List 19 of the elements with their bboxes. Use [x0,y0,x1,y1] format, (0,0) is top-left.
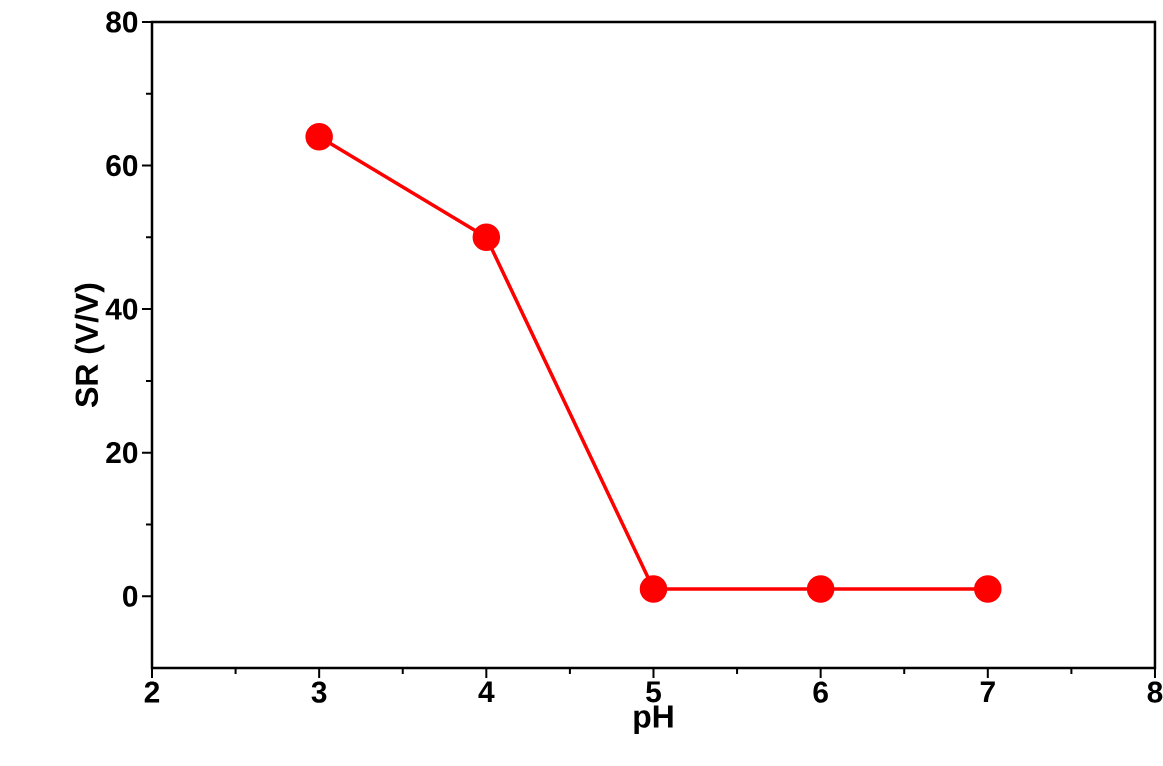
point [974,575,1002,603]
x-axis-title: pH [634,705,673,735]
y-axis-title: SR (V/V) [74,283,105,407]
x-tick-label: 6 [813,681,828,703]
x-tick-label: 5 [646,681,661,703]
x-tick-label: 3 [311,681,327,703]
x-tick-label: 8 [1147,681,1163,703]
x-tick-label: 2 [144,681,160,703]
y-tick-label: 60 [106,154,138,177]
point [806,575,835,603]
y-tick-label: 0 [123,585,138,607]
y-tick-label: 80 [106,11,138,33]
point [472,223,501,252]
x-tick-label: 7 [980,681,995,703]
x-tick-label: 4 [478,681,495,703]
point [305,123,333,151]
y-tick-label: 20 [106,442,138,464]
y-tick-label: 40 [105,298,138,320]
point [639,575,668,603]
